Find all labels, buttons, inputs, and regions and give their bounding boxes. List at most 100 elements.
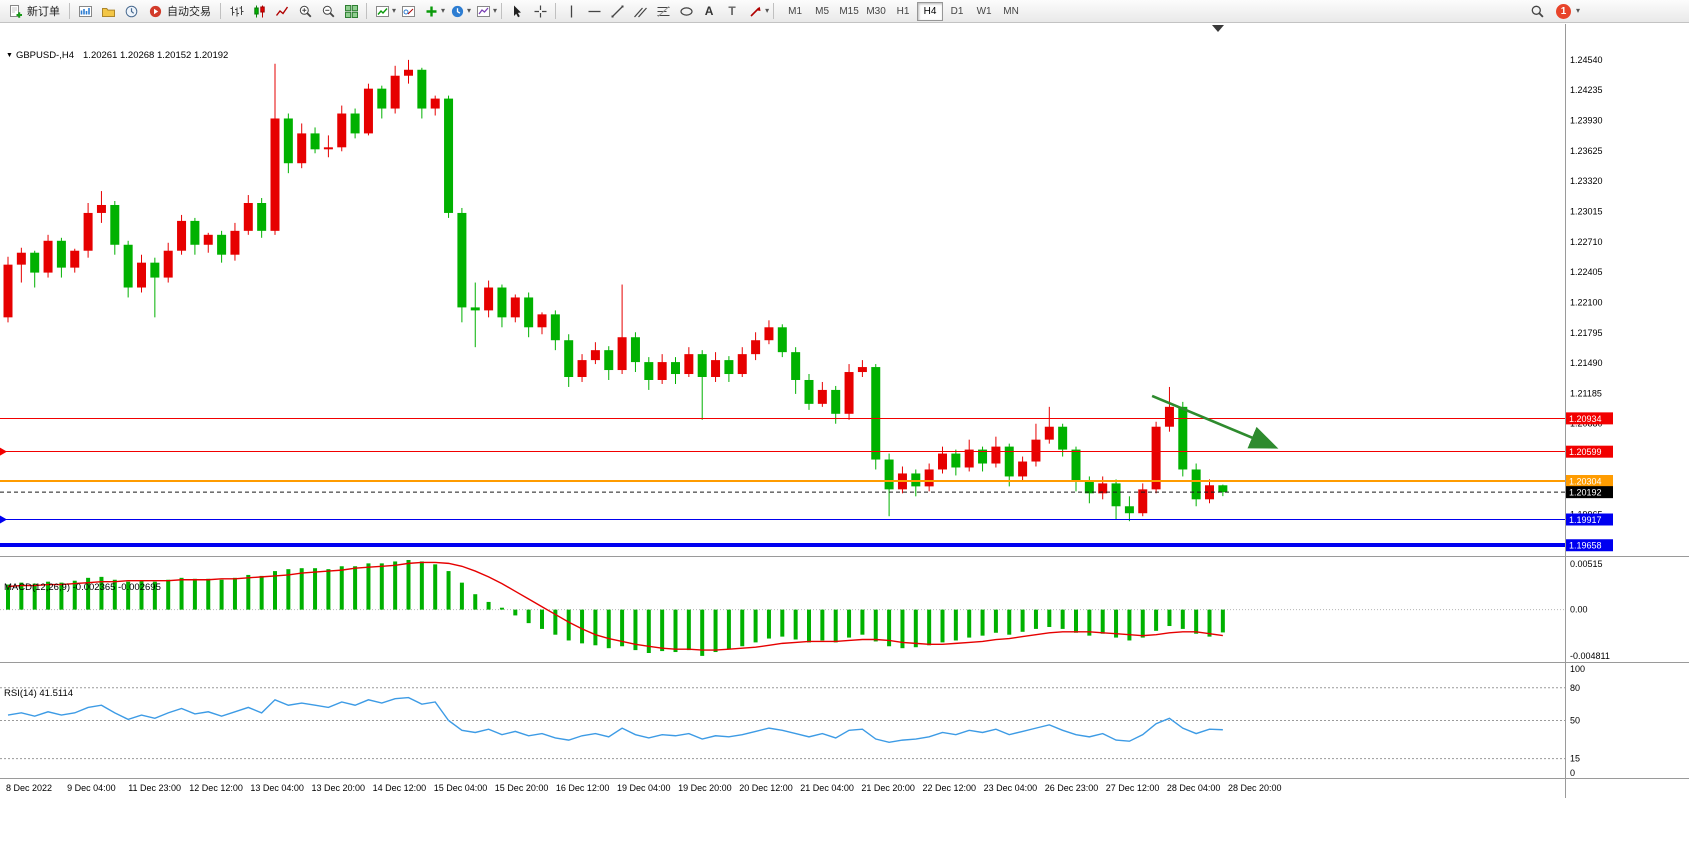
- text-tool-button[interactable]: A: [698, 1, 720, 21]
- svg-text:12 Dec 12:00: 12 Dec 12:00: [189, 783, 243, 793]
- trendline-icon: [611, 5, 624, 17]
- chart-shift-marker: [1212, 25, 1224, 32]
- zoom-out-button[interactable]: [317, 1, 339, 21]
- notification-badge[interactable]: 1: [1555, 3, 1571, 19]
- autotrade-button[interactable]: 自动交易: [143, 1, 216, 21]
- objects-list-button[interactable]: [397, 1, 419, 21]
- svg-text:27 Dec 12:00: 27 Dec 12:00: [1106, 783, 1160, 793]
- svg-text:21 Dec 04:00: 21 Dec 04:00: [800, 783, 854, 793]
- timeframe-w1-button[interactable]: W1: [971, 2, 997, 21]
- crosshair-tool-button[interactable]: [529, 1, 551, 21]
- autotrade-label: 自动交易: [167, 6, 211, 18]
- bar-chart-mode-button[interactable]: [225, 1, 247, 21]
- line-chart-icon: [275, 6, 288, 16]
- timeframe-m1-button[interactable]: M1: [782, 2, 808, 21]
- bar-chart-icon: [230, 5, 243, 16]
- svg-text:23 Dec 04:00: 23 Dec 04:00: [984, 783, 1038, 793]
- toolbar-separator: [366, 3, 367, 19]
- line-chart-mode-button[interactable]: [271, 1, 293, 21]
- cursor-icon: [513, 5, 521, 17]
- trend-arrow-annotation[interactable]: [1151, 394, 1279, 449]
- tile-windows-icon: [344, 4, 358, 18]
- new-chart-icon: [78, 5, 92, 17]
- svg-text:15 Dec 04:00: 15 Dec 04:00: [434, 783, 488, 793]
- shapes-tool-button[interactable]: [675, 1, 697, 21]
- svg-text:80: 80: [1570, 683, 1580, 693]
- timeframe-d1-button[interactable]: D1: [944, 2, 970, 21]
- new-order-button[interactable]: 新订单: [3, 1, 65, 21]
- chevron-down-icon[interactable]: ▾: [441, 6, 446, 15]
- channel-tool-button[interactable]: [629, 1, 651, 21]
- chevron-down-icon[interactable]: ▾: [467, 6, 472, 15]
- new-order-label: 新订单: [27, 6, 60, 18]
- horizontal-line-tool-button[interactable]: [583, 1, 605, 21]
- objects-list-icon: [401, 5, 415, 17]
- svg-text:13 Dec 20:00: 13 Dec 20:00: [312, 783, 366, 793]
- chart-canvas[interactable]: 0.00515 0.00 -0.004811 100 80 50 15 0 1.24540 1.2…: [0, 23, 1689, 861]
- svg-text:13 Dec 04:00: 13 Dec 04:00: [250, 783, 304, 793]
- svg-text:1.22100: 1.22100: [1570, 297, 1603, 307]
- svg-text:1.22710: 1.22710: [1570, 237, 1603, 247]
- svg-text:1.22405: 1.22405: [1570, 267, 1603, 277]
- search-icon: [1532, 5, 1545, 18]
- macd-axis-labels: 0.00515 0.00 -0.004811: [1570, 559, 1610, 661]
- timeframe-h1-button[interactable]: H1: [890, 2, 916, 21]
- chart-window: 0.00515 0.00 -0.004811 100 80 50 15 0 1.24540 1.2…: [0, 23, 1689, 861]
- search-button[interactable]: [1527, 1, 1549, 21]
- arrows-tool-button[interactable]: [744, 1, 766, 21]
- timeframe-m30-button[interactable]: M30: [863, 2, 889, 21]
- profiles-button[interactable]: [97, 1, 119, 21]
- periods-button[interactable]: [446, 1, 468, 21]
- chevron-down-icon[interactable]: ▾: [493, 6, 498, 15]
- rsi-panel: [0, 687, 1565, 760]
- svg-text:26 Dec 23:00: 26 Dec 23:00: [1045, 783, 1099, 793]
- templates-button[interactable]: [472, 1, 494, 21]
- market-watch-button[interactable]: [120, 1, 142, 21]
- label-tool-button[interactable]: T: [721, 1, 743, 21]
- timeframe-m15-button[interactable]: M15: [836, 2, 862, 21]
- shapes-icon: [679, 6, 693, 16]
- svg-text:1.21185: 1.21185: [1570, 388, 1602, 398]
- new-order-icon: [10, 4, 22, 18]
- timeframe-mn-button[interactable]: MN: [998, 2, 1024, 21]
- main-toolbar: 新订单 自动交易: [0, 0, 1689, 23]
- svg-text:28 Dec 20:00: 28 Dec 20:00: [1228, 783, 1282, 793]
- timeframe-h4-button[interactable]: H4: [917, 1, 944, 21]
- autotrade-icon: [149, 5, 162, 17]
- svg-text:14 Dec 12:00: 14 Dec 12:00: [373, 783, 427, 793]
- chevron-down-icon[interactable]: ▾: [1575, 6, 1580, 15]
- add-indicator-button[interactable]: [420, 1, 442, 21]
- fibonacci-tool-button[interactable]: [652, 1, 674, 21]
- text-icon: A: [704, 4, 714, 18]
- new-chart-button[interactable]: [74, 1, 96, 21]
- timeframe-m5-button[interactable]: M5: [809, 2, 835, 21]
- svg-text:9 Dec 04:00: 9 Dec 04:00: [67, 783, 116, 793]
- vertical-line-icon: [570, 5, 572, 17]
- svg-text:11 Dec 23:00: 11 Dec 23:00: [128, 783, 181, 793]
- svg-text:1.19658: 1.19658: [1569, 541, 1602, 551]
- svg-text:0.00: 0.00: [1570, 605, 1588, 615]
- toolbar-separator: [69, 3, 70, 19]
- svg-text:21 Dec 20:00: 21 Dec 20:00: [861, 783, 915, 793]
- horizontal-price-lines[interactable]: [0, 417, 1565, 548]
- svg-text:100: 100: [1570, 664, 1585, 674]
- trendline-tool-button[interactable]: [606, 1, 628, 21]
- vertical-line-tool-button[interactable]: [560, 1, 582, 21]
- cursor-tool-button[interactable]: [506, 1, 528, 21]
- tile-windows-button[interactable]: [340, 1, 362, 21]
- zoom-in-button[interactable]: [294, 1, 316, 21]
- svg-text:28 Dec 04:00: 28 Dec 04:00: [1167, 783, 1221, 793]
- chevron-down-icon[interactable]: ▾: [765, 6, 770, 15]
- svg-text:1.20192: 1.20192: [1569, 488, 1602, 498]
- arrows-icon: [749, 6, 761, 17]
- toolbar-separator: [773, 3, 775, 19]
- timeframe-toolbar: M1 M5 M15 M30 H1 H4 D1 W1 MN: [782, 1, 1024, 21]
- svg-text:1.20304: 1.20304: [1569, 477, 1602, 487]
- indicators-button[interactable]: [371, 1, 393, 21]
- chevron-down-icon[interactable]: ▾: [392, 6, 397, 15]
- macd-histogram: [0, 560, 1565, 656]
- toolbar-separator: [555, 3, 557, 19]
- toolbar-separator: [501, 3, 503, 19]
- svg-text:0.00515: 0.00515: [1570, 559, 1603, 569]
- candlestick-mode-button[interactable]: [248, 1, 270, 21]
